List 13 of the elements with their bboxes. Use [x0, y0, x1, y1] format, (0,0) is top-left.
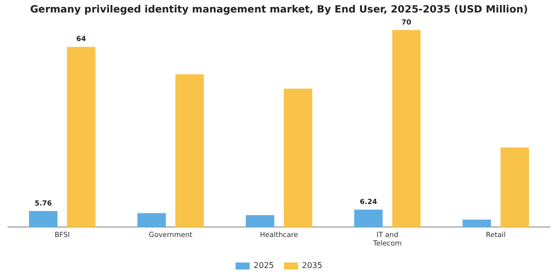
bar: [66, 46, 96, 228]
bar: [29, 210, 58, 228]
legend-label: 2035: [302, 261, 322, 270]
legend-label: 2025: [254, 261, 274, 270]
bar: [392, 30, 421, 228]
bar: [354, 210, 383, 228]
bar: [284, 88, 312, 228]
bar: [246, 215, 274, 228]
bar: [137, 213, 166, 228]
bar: [500, 147, 529, 228]
chart-title: Germany privileged identity management market, By End User, 2025-2035 (USD Million): [30, 4, 528, 16]
bar: [175, 74, 204, 228]
bar: [462, 220, 492, 228]
